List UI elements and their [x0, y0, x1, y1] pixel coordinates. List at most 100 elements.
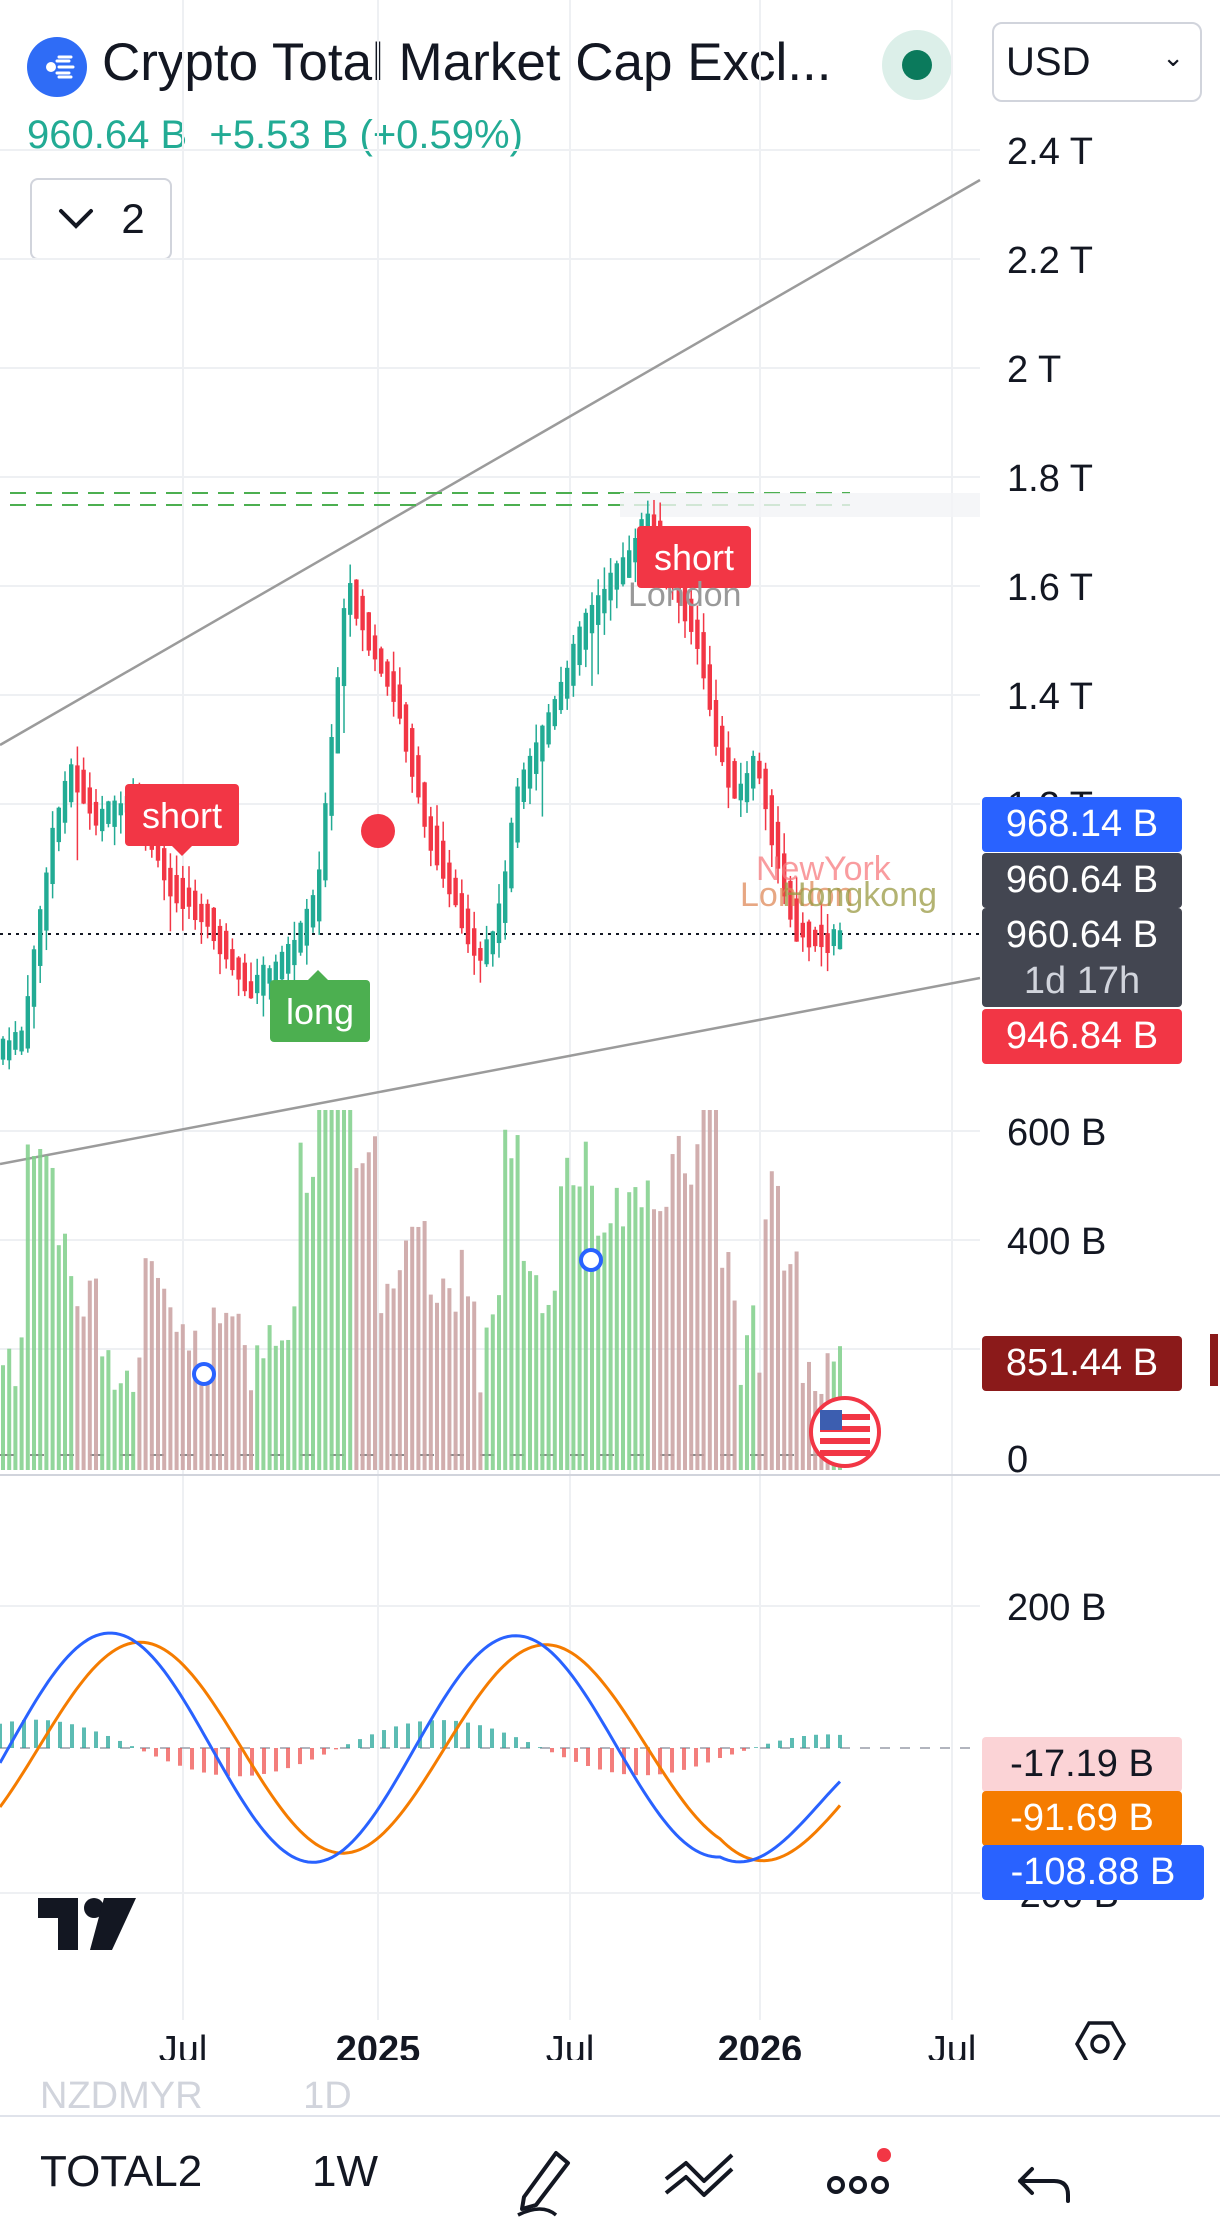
interval-button[interactable]: 1W: [312, 2147, 378, 2196]
candlestick-series[interactable]: [0, 499, 843, 1070]
candle-body: [633, 538, 638, 563]
macd-hist-bar: [718, 1748, 722, 1758]
volume-bar: [205, 1370, 210, 1470]
volume-bar: [218, 1323, 222, 1470]
volume-bar: [87, 1280, 92, 1470]
volume-bar: [162, 1288, 167, 1470]
macd-hist-bar: [490, 1728, 494, 1748]
candle-body: [310, 895, 316, 928]
candle-body: [397, 684, 402, 719]
macd-hist-bar: [766, 1743, 770, 1748]
currency-select[interactable]: USD ⌄: [992, 22, 1202, 102]
tradingview-logo-icon[interactable]: [38, 1898, 138, 1954]
candle-body: [391, 671, 396, 702]
volume-bar: [701, 1110, 706, 1470]
candle-body: [298, 922, 303, 953]
candle-body: [620, 557, 626, 585]
volume-bar: [534, 1275, 539, 1470]
event-marker[interactable]: [192, 1362, 216, 1386]
candle-body: [490, 931, 495, 955]
candle-body: [782, 853, 787, 897]
macd-hist-bar: [730, 1748, 734, 1755]
volume-bar: [509, 1158, 514, 1470]
volume-bar: [100, 1356, 105, 1470]
volume-bar: [751, 1305, 756, 1470]
candle-body: [769, 795, 774, 846]
candle-body: [763, 768, 768, 810]
volume-bar: [304, 1192, 309, 1470]
session-label-newyork: NewYork: [756, 850, 892, 888]
macd-line-tag: -108.88 B: [982, 1845, 1204, 1900]
candle-body: [366, 612, 371, 651]
volume-bar: [800, 1382, 805, 1470]
macd-hist-bar: [694, 1748, 698, 1767]
volume-bar: [280, 1340, 284, 1470]
session-label-hongkong: Hongkong: [782, 876, 937, 914]
candle-body: [459, 893, 464, 929]
volume-bar: [484, 1327, 489, 1470]
volume-bar: [639, 1207, 644, 1470]
macd-hist-bar: [514, 1737, 518, 1748]
market-status-icon[interactable]: [882, 30, 952, 100]
candle-body: [261, 964, 266, 996]
macd-hist-bar: [262, 1748, 266, 1774]
volume-bar: [63, 1233, 67, 1470]
macd-hist-bar: [190, 1748, 194, 1770]
macd-hist-bar: [610, 1748, 614, 1773]
volume-bar: [714, 1110, 718, 1470]
symbol-title[interactable]: Crypto Total Market Cap Excl...: [102, 33, 832, 92]
volume-bar: [106, 1350, 111, 1470]
volume-bar: [664, 1206, 669, 1470]
volume-bar: [745, 1335, 749, 1470]
event-marker[interactable]: [579, 1248, 603, 1272]
price-tag-last-close: 960.64 B: [982, 908, 1182, 963]
macd-hist-bar: [106, 1735, 110, 1748]
volume-bar: [199, 1364, 204, 1470]
symbol-button[interactable]: TOTAL2: [40, 2147, 203, 2196]
candle-body: [726, 747, 731, 788]
candle-body: [372, 635, 378, 660]
drawing-pen-icon[interactable]: [512, 2139, 582, 2219]
volume-bar: [348, 1110, 353, 1470]
candle-body: [583, 612, 588, 650]
us-flag-icon[interactable]: [809, 1396, 881, 1468]
macd-hist-bar: [574, 1748, 578, 1762]
candle-body: [422, 782, 427, 827]
candle-body: [248, 981, 254, 999]
volume-series: [1, 1110, 842, 1470]
candle-body: [87, 787, 92, 814]
candle-body: [118, 803, 123, 816]
candle-body: [75, 765, 80, 793]
long-signal-label-1[interactable]: long: [270, 970, 370, 1042]
candle-body: [484, 939, 489, 965]
macd-hist-bar: [274, 1748, 278, 1772]
volume-bar: [44, 1155, 49, 1470]
volume-bar: [249, 1390, 253, 1470]
volume-bar: [583, 1141, 588, 1470]
candle-body: [410, 728, 415, 777]
candle-body: [267, 968, 272, 984]
chart-settings-icon[interactable]: [1074, 2021, 1127, 2060]
undo-icon[interactable]: [1010, 2139, 1080, 2219]
candle-body: [286, 943, 291, 974]
channel-upper-line[interactable]: [0, 178, 981, 747]
volume-bar: [732, 1300, 737, 1470]
indicator-count: 2: [121, 195, 145, 242]
macd-signal-tag: -91.69 B: [982, 1791, 1182, 1846]
more-options-icon[interactable]: [822, 2139, 902, 2219]
candle-body: [236, 957, 241, 980]
macd-hist-bar: [682, 1748, 686, 1770]
indicators-icon[interactable]: [660, 2139, 740, 2219]
candle-body: [713, 700, 719, 747]
price-chart[interactable]: short short London long NewYork London H…: [0, 0, 1220, 2060]
volume-bar: [211, 1307, 216, 1470]
svg-text:short: short: [654, 537, 734, 578]
candle-body: [19, 1030, 24, 1052]
candle-body: [242, 962, 247, 992]
short-signal-label-2[interactable]: short: [637, 526, 751, 588]
volume-bar: [453, 1311, 458, 1470]
channel-lower-line[interactable]: [0, 976, 981, 1166]
short-signal-label-1[interactable]: short: [125, 784, 239, 856]
volume-bar: [528, 1271, 532, 1470]
time-axis-label: 2026: [718, 2029, 803, 2060]
